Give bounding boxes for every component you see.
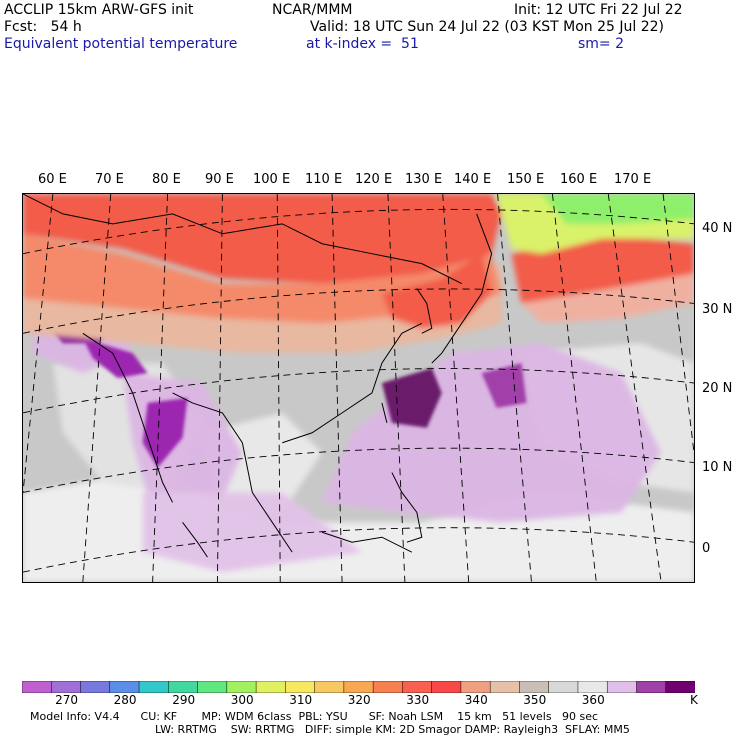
- colorbar-swatch: [109, 681, 140, 693]
- longitude-label: 100 E: [253, 172, 291, 187]
- colorbar-tick-label: 320: [347, 693, 371, 707]
- colorbar-tick-label: 360: [581, 693, 605, 707]
- colorbar-swatch: [636, 681, 667, 693]
- colorbar-swatch: [489, 681, 521, 693]
- purple-dark-east-china-sea: [381, 368, 442, 428]
- longitude-label: 150 E: [507, 172, 545, 187]
- colorbar-swatch: [285, 681, 316, 693]
- colorbar-tick-label: 330: [406, 693, 430, 707]
- model-info-line1: Model Info: V4.4 CU: KF MP: WDM 6class P…: [30, 710, 599, 723]
- coastlines: [23, 194, 493, 558]
- latitude-label: 0: [702, 541, 711, 556]
- header-model-title: ACCLIP 15km ARW-GFS init: [4, 2, 194, 18]
- graticule: [23, 194, 694, 582]
- colorbar-swatch: [22, 681, 53, 693]
- colorbar-swatch: [80, 681, 111, 693]
- latitude-label: 20 N: [702, 381, 733, 396]
- purple-dark-bengal: [142, 397, 188, 468]
- longitude-label: 70 E: [95, 172, 124, 187]
- header-field-name: Equivalent potential temperature: [4, 36, 238, 52]
- colorbar-swatch: [226, 681, 257, 693]
- colorbar-tick-label: 310: [289, 693, 313, 707]
- red-nw-pacific: [511, 233, 694, 304]
- header-smoothing: sm= 2: [578, 36, 625, 52]
- purple-light-wpac: [322, 343, 662, 523]
- colorbar: [22, 681, 695, 693]
- red-korea-japan: [381, 253, 492, 329]
- colorbar-swatch: [314, 681, 345, 693]
- longitude-label: 90 E: [205, 172, 234, 187]
- colorbar-swatch: [577, 681, 608, 693]
- longitude-label: 120 E: [355, 172, 393, 187]
- map-panel: [22, 193, 695, 583]
- colorbar-swatch: [519, 681, 550, 693]
- colorbar-unit: K: [690, 693, 698, 707]
- colorbar-swatch: [138, 681, 170, 693]
- purple-light-south: [142, 492, 362, 573]
- colorbar-swatch: [548, 681, 579, 693]
- colorbar-swatch: [343, 681, 374, 693]
- colorbar-swatch: [255, 681, 287, 693]
- colorbar-tick-label: 270: [55, 693, 78, 707]
- colorbar-swatch: [431, 681, 462, 693]
- tan-band: [23, 263, 502, 354]
- longitude-label: 140 E: [454, 172, 492, 187]
- latitude-label: 40 N: [702, 221, 733, 236]
- latitude-label: 10 N: [702, 460, 733, 475]
- colorbar-swatch: [197, 681, 228, 693]
- longitude-label: 160 E: [560, 172, 598, 187]
- colorbar-tick-label: 290: [172, 693, 196, 707]
- pink-nw-pacific: [521, 273, 694, 324]
- longitude-label: 80 E: [152, 172, 181, 187]
- green-region: [541, 194, 694, 224]
- red-band: [23, 194, 502, 284]
- longitude-label: 170 E: [614, 172, 652, 187]
- model-info-line2: LW: RRTMG SW: RRTMG DIFF: simple KM: 2D …: [155, 723, 630, 736]
- header-init-time: Init: 12 UTC Fri 22 Jul 22: [514, 2, 683, 18]
- longitude-label: 130 E: [405, 172, 443, 187]
- colorbar-tick-label: 350: [523, 693, 547, 707]
- colorbar-swatch: [606, 681, 638, 693]
- header-institution: NCAR/MMM: [272, 2, 353, 18]
- header-valid-time: Valid: 18 UTC Sun 24 Jul 22 (03 KST Mon …: [310, 19, 664, 35]
- colorbar-swatch: [168, 681, 199, 693]
- header-forecast-hour: Fcst: 54 h: [4, 19, 82, 35]
- longitude-label: 110 E: [305, 172, 343, 187]
- header-level: at k-index = 51: [306, 36, 419, 52]
- colorbar-swatch: [372, 681, 404, 693]
- colorbar-tick-label: 340: [464, 693, 488, 707]
- orange-band: [23, 233, 502, 324]
- colorbar-swatch: [460, 681, 491, 693]
- latitude-label: 30 N: [702, 302, 733, 317]
- colorbar-tick-label: 300: [230, 693, 254, 707]
- colorbar-tick-label: 280: [113, 693, 137, 707]
- colorbar-swatch: [51, 681, 82, 693]
- longitude-label: 60 E: [38, 172, 67, 187]
- colorbar-swatch: [402, 681, 433, 693]
- colorbar-swatch: [665, 681, 695, 693]
